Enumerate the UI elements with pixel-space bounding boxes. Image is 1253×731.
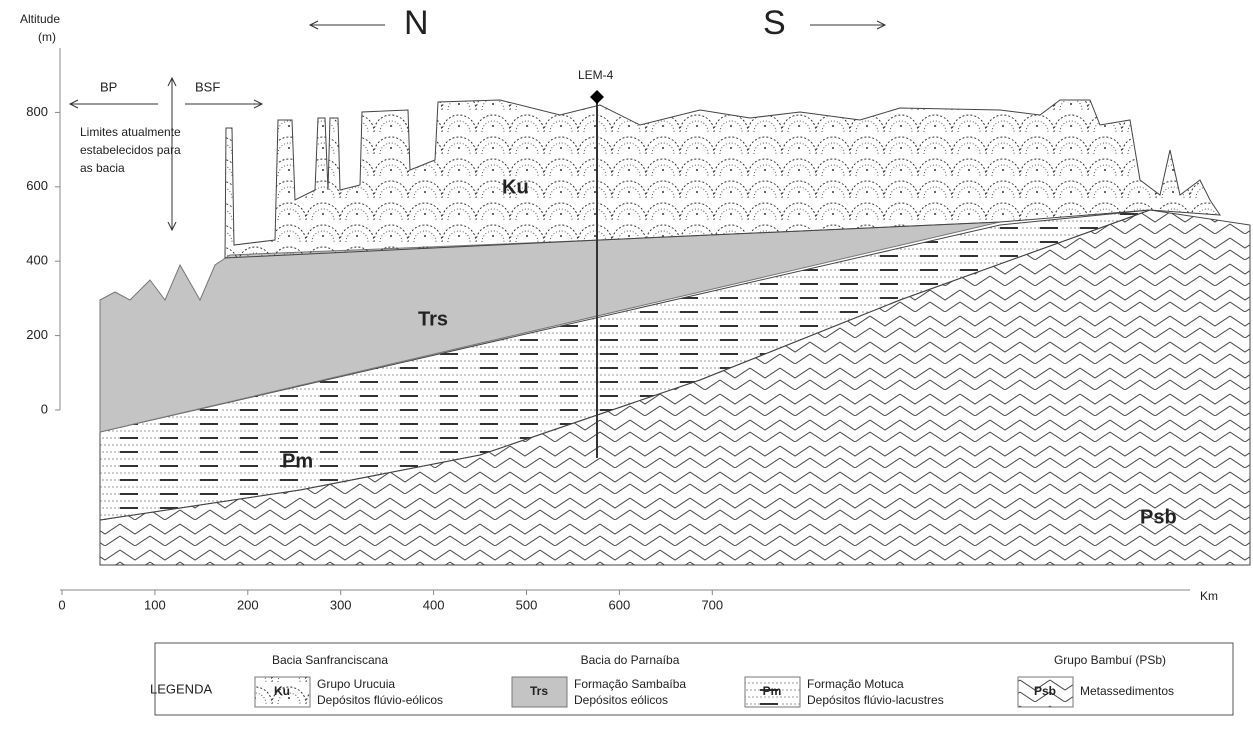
south-label: S <box>763 4 786 42</box>
y-tick-label: 800 <box>26 104 48 119</box>
note-line: estabelecidos para <box>80 143 181 157</box>
legend-description: Depósitos flúvio-lacustres <box>807 693 944 707</box>
legend-title: LEGENDA <box>150 681 212 696</box>
y-tick-label: 200 <box>26 327 48 342</box>
unit-label: Trs <box>418 308 448 330</box>
legend-heading: Grupo Bambuí (PSb) <box>1054 653 1166 667</box>
well-marker <box>590 90 604 104</box>
unit-label: Pm <box>282 450 313 472</box>
unit-label: Ku <box>502 176 529 198</box>
legend-symbol: Pm <box>763 684 782 698</box>
y-title: Altitude <box>20 12 60 26</box>
x-tick-label: 600 <box>609 597 631 612</box>
legend-heading: Bacia do Parnaíba <box>581 653 680 667</box>
y-tick-label: 600 <box>26 178 48 193</box>
cross-section: Altitude (m) Km N S BP BSF Limites atual… <box>0 0 1253 731</box>
arrow <box>810 21 885 29</box>
y-unit: (m) <box>38 30 56 44</box>
legend-name: Formação Sambaíba <box>574 677 686 691</box>
bsf-label: BSF <box>195 79 220 94</box>
legend-description: Depósitos eólicos <box>574 693 668 707</box>
page: Perfil geológico {"header":{"north":"N",… <box>0 0 1253 731</box>
x-tick-label: 700 <box>701 597 723 612</box>
well-label: LEM-4 <box>578 68 614 82</box>
legend-heading: Bacia Sanfranciscana <box>272 653 388 667</box>
y-tick-label: 0 <box>41 401 48 416</box>
legend-description: Depósitos flúvio-eólicos <box>317 693 443 707</box>
bp-label: BP <box>100 79 117 94</box>
x-tick-label: 200 <box>237 597 259 612</box>
note-line: as bacia <box>80 161 125 175</box>
note-line: Limites atualmente <box>80 125 181 139</box>
x-tick-label: 0 <box>58 597 65 612</box>
x-tick-label: 500 <box>516 597 538 612</box>
legend-name: Metassedimentos <box>1080 684 1174 698</box>
x-tick-label: 100 <box>144 597 166 612</box>
y-tick-label: 400 <box>26 253 48 268</box>
legend-name: Grupo Urucuia <box>317 677 395 691</box>
legend-symbol: Ku <box>274 684 290 698</box>
body: Altitude (m) Km N S BP BSF Limites atual… <box>0 0 1253 731</box>
arrow <box>310 21 385 29</box>
unit-label: Psb <box>1140 506 1177 528</box>
legend-symbol: Trs <box>530 684 548 698</box>
legend-name: Formação Motuca <box>807 677 904 691</box>
x-tick-label: 300 <box>330 597 352 612</box>
north-label: N <box>404 4 429 42</box>
x-unit: Km <box>1200 589 1218 603</box>
legend-symbol: Psb <box>1034 684 1056 698</box>
x-tick-label: 400 <box>423 597 445 612</box>
